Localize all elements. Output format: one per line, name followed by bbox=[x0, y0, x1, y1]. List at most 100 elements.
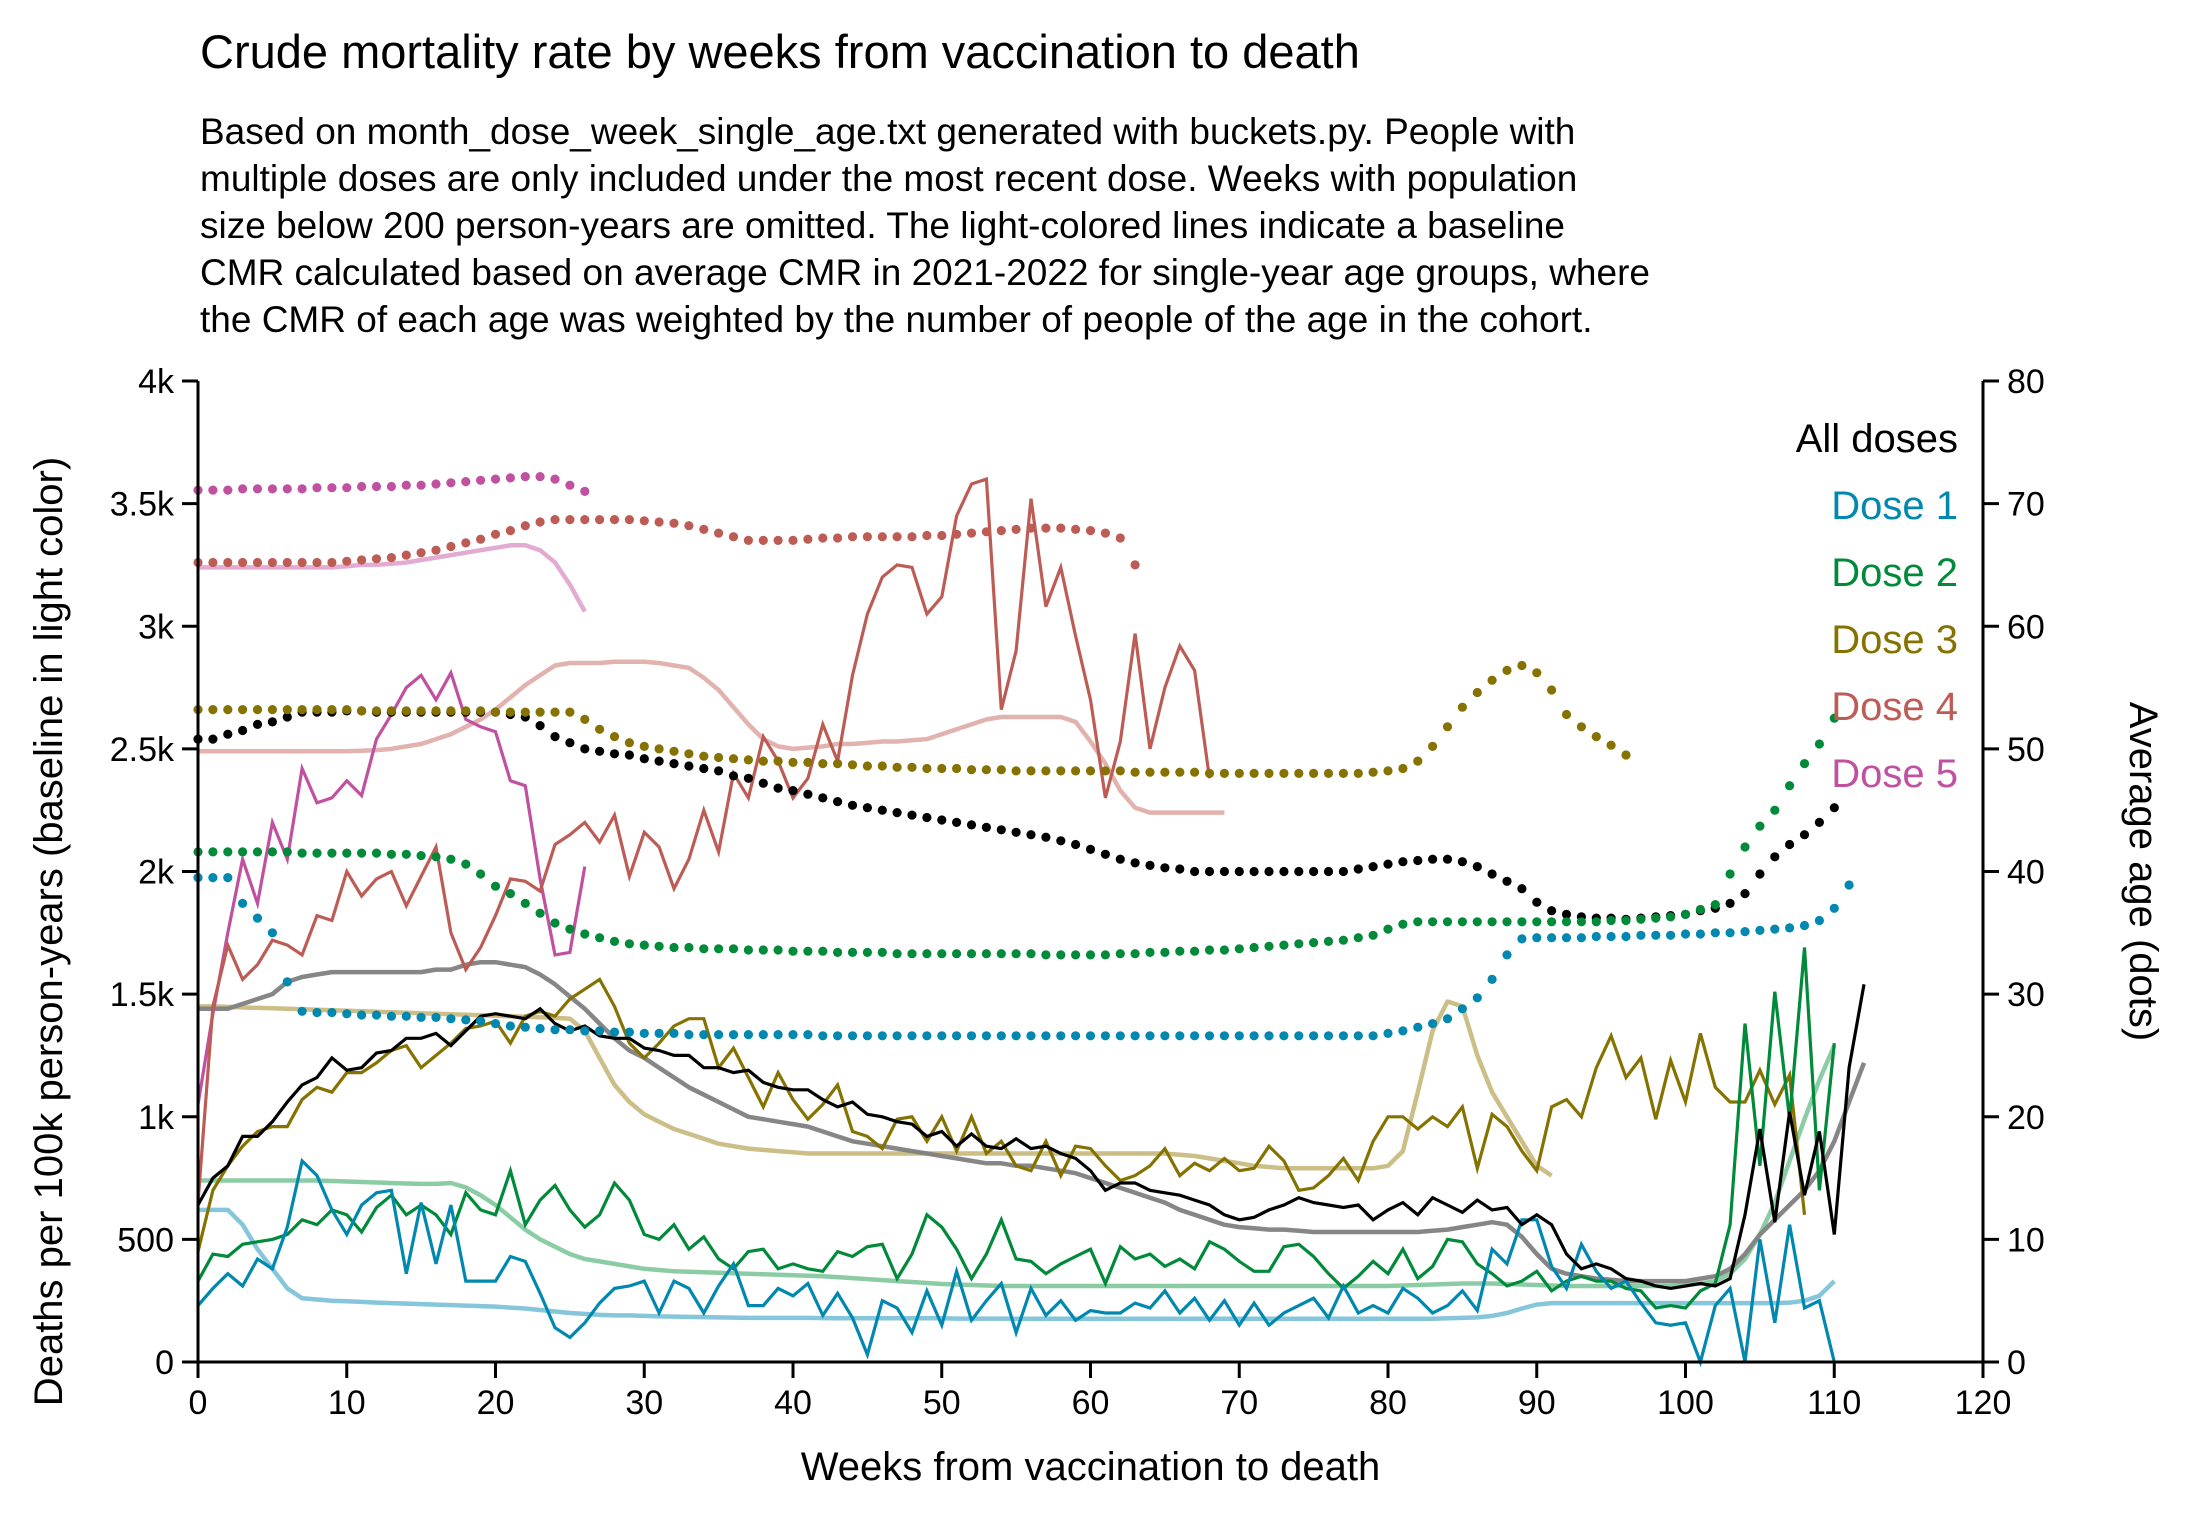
age-dot bbox=[208, 705, 218, 715]
age-dot bbox=[446, 706, 456, 716]
age-dot bbox=[327, 483, 337, 493]
age-dot bbox=[996, 1031, 1006, 1041]
age-dot bbox=[1071, 1031, 1081, 1041]
age-dot bbox=[669, 759, 679, 769]
age-dot bbox=[1041, 766, 1051, 776]
age-dot bbox=[1219, 1031, 1229, 1041]
age-dot bbox=[1383, 924, 1393, 934]
age-dot bbox=[1398, 1026, 1408, 1036]
age-dot bbox=[297, 1006, 307, 1016]
age-dot bbox=[714, 752, 724, 763]
age-dot bbox=[1532, 917, 1542, 927]
age-dot bbox=[252, 719, 263, 730]
age-dot bbox=[699, 524, 709, 535]
age-dot bbox=[312, 557, 322, 568]
age-dot bbox=[1428, 1019, 1438, 1029]
age-dot bbox=[981, 822, 992, 833]
age-dot bbox=[267, 928, 277, 938]
age-dot bbox=[208, 847, 218, 857]
age-dot bbox=[818, 946, 828, 956]
age-dot bbox=[208, 873, 218, 883]
age-dot bbox=[981, 527, 992, 537]
age-dot bbox=[565, 738, 575, 748]
age-dot bbox=[357, 1010, 367, 1020]
age-dot bbox=[1472, 917, 1482, 927]
age-dot bbox=[907, 1031, 917, 1041]
age-dot bbox=[714, 1030, 724, 1040]
age-dot bbox=[1755, 925, 1765, 936]
age-dot bbox=[252, 705, 263, 715]
age-dot bbox=[1725, 869, 1735, 879]
age-dot bbox=[431, 1012, 441, 1023]
age-dot bbox=[1457, 857, 1467, 867]
age-dot bbox=[1115, 533, 1125, 543]
age-dot bbox=[1636, 930, 1646, 940]
age-dot bbox=[282, 484, 292, 494]
y2-tick-label: 40 bbox=[2007, 854, 2045, 892]
age-dot bbox=[1294, 768, 1304, 779]
baseline-line-dose-4 bbox=[198, 659, 1225, 815]
age-dot bbox=[1100, 1031, 1110, 1041]
baseline-line-dose-3 bbox=[198, 999, 1553, 1178]
age-dot bbox=[1145, 947, 1155, 958]
age-dot bbox=[223, 847, 233, 857]
age-dot bbox=[461, 859, 471, 869]
age-dot bbox=[476, 475, 486, 485]
age-dot bbox=[252, 484, 263, 494]
age-dot bbox=[505, 526, 515, 536]
age-dot bbox=[1814, 817, 1824, 828]
age-dots-dose-1 bbox=[193, 873, 1854, 1041]
age-dot bbox=[654, 1028, 664, 1038]
age-dot bbox=[1323, 768, 1334, 779]
chart-title: Crude mortality rate by weeks from vacci… bbox=[200, 25, 1360, 78]
age-dot bbox=[1011, 1031, 1021, 1041]
age-dot bbox=[699, 763, 709, 774]
age-dot bbox=[1785, 781, 1795, 791]
age-dot bbox=[1190, 767, 1200, 777]
age-dot bbox=[1799, 920, 1810, 931]
age-dot bbox=[1190, 1031, 1200, 1041]
age-dot bbox=[595, 724, 605, 734]
age-dot bbox=[342, 848, 352, 858]
age-dot bbox=[609, 732, 620, 742]
age-dot bbox=[833, 759, 843, 769]
age-dot bbox=[238, 725, 248, 736]
age-dot bbox=[1026, 830, 1036, 840]
age-dot bbox=[1234, 866, 1244, 877]
age-dot bbox=[520, 521, 530, 531]
age-dot bbox=[1680, 909, 1691, 920]
age-dot bbox=[490, 1019, 501, 1029]
age-dot bbox=[1725, 898, 1735, 909]
y2-axis-label: Average age (dots) bbox=[2121, 702, 2165, 1041]
age-dot bbox=[1309, 768, 1319, 779]
age-dot bbox=[297, 848, 307, 858]
cmr-line-dose-3 bbox=[196, 977, 1807, 1252]
age-dot bbox=[1130, 949, 1140, 959]
age-dot bbox=[461, 477, 471, 487]
legend: All doses Dose 1 Dose 2 Dose 3 Dose 4 Dose 5 bbox=[1796, 417, 1958, 796]
age-dot bbox=[1041, 1031, 1051, 1041]
age-dot bbox=[1413, 756, 1423, 766]
age-dot bbox=[847, 800, 858, 810]
age-dot bbox=[357, 848, 367, 858]
age-dot bbox=[1011, 827, 1021, 837]
age-dot bbox=[1487, 869, 1497, 879]
age-dot bbox=[1130, 560, 1140, 570]
age-dot bbox=[966, 949, 977, 959]
x-tick-label: 120 bbox=[1955, 1384, 2012, 1422]
age-dot bbox=[1561, 917, 1572, 927]
age-dot bbox=[580, 929, 590, 939]
age-dot bbox=[1100, 849, 1110, 859]
age-dot bbox=[1606, 915, 1616, 926]
age-dot bbox=[1442, 917, 1453, 927]
age-dot bbox=[371, 554, 382, 564]
age-dot bbox=[1576, 722, 1586, 732]
age-dot bbox=[1249, 768, 1259, 779]
age-dot bbox=[818, 533, 828, 543]
age-dot bbox=[773, 783, 783, 793]
x-tick-label: 20 bbox=[477, 1384, 515, 1422]
y2-tick-label: 50 bbox=[2007, 731, 2045, 769]
age-dot bbox=[877, 761, 887, 771]
y2-tick-label: 80 bbox=[2007, 363, 2045, 401]
age-dot bbox=[1234, 944, 1244, 954]
